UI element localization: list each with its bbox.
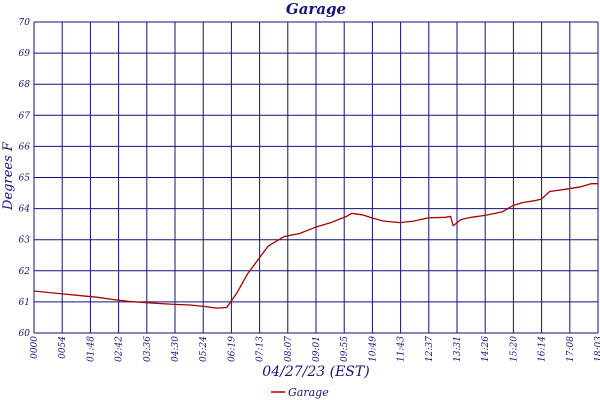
legend-label: Garage: [288, 386, 329, 399]
grid: [33, 21, 599, 334]
x-tick-label: 03:36: [143, 336, 153, 362]
x-tick-label: 09:01: [312, 336, 322, 362]
y-tick-label: 62: [19, 267, 31, 277]
y-tick-label: 69: [19, 49, 31, 59]
x-tick-label: 13:31: [453, 336, 463, 362]
x-tick-label: 06:19: [227, 336, 237, 362]
x-tick-label: 15:20: [509, 336, 519, 362]
x-tick-label: 12:37: [425, 336, 435, 362]
y-tick-label: 66: [19, 142, 31, 152]
series-line-garage: [33, 183, 598, 309]
y-tick-label: 70: [19, 18, 31, 28]
x-axis-label: 04/27/23 (EST): [262, 364, 369, 380]
x-tick-label: 01:48: [86, 336, 96, 362]
y-tick-label: 64: [19, 205, 31, 215]
x-tick-label: 14:26: [481, 336, 491, 362]
x-tick-label: 17:08: [566, 336, 576, 362]
x-tick-label: 0000: [30, 336, 40, 359]
x-tick-label: 08:07: [284, 336, 294, 362]
x-tick-label: 07:13: [256, 336, 266, 362]
y-tick-label: 67: [19, 111, 31, 121]
plot-series: [33, 183, 598, 309]
x-tick-label: 02:42: [115, 336, 125, 362]
y-tick-label: 63: [19, 236, 31, 246]
legend: Garage: [271, 386, 329, 399]
y-tick-label: 60: [19, 329, 31, 339]
y-tick-label: 61: [19, 298, 30, 308]
x-tick-label: 09:55: [340, 336, 350, 362]
y-axis-ticks: 60 61 62 63 64 65 66 67 68 69 70: [19, 18, 31, 339]
x-tick-label: 0054: [58, 336, 68, 359]
x-tick-label: 05:24: [199, 336, 209, 362]
y-tick-label: 68: [19, 80, 31, 90]
x-tick-label: 11:43: [397, 336, 407, 362]
x-tick-label: 18:03: [594, 336, 600, 362]
y-axis-label: Degrees F: [1, 141, 16, 211]
x-tick-label: 10:49: [368, 336, 378, 362]
x-tick-label: 16:14: [538, 336, 548, 362]
y-tick-label: 65: [19, 174, 31, 184]
chart-title: Garage: [286, 0, 346, 18]
x-axis-ticks: 0000 0054 01:48 02:42 03:36 04:30 05:24 06:19 07…: [30, 336, 600, 362]
x-tick-label: 04:30: [171, 336, 181, 362]
